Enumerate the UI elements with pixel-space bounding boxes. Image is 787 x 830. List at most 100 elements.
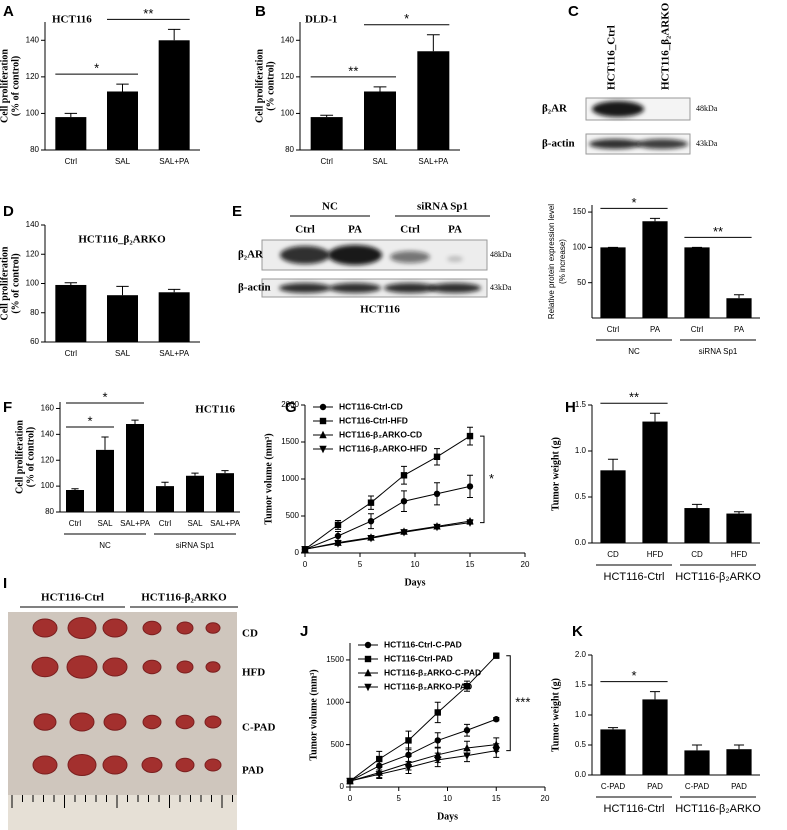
data-point — [404, 764, 413, 772]
y-tick-label: 80 — [30, 145, 39, 154]
error-bar — [64, 112, 78, 118]
data-point — [334, 540, 342, 548]
group-label: HCT116-Ctrl — [41, 592, 104, 604]
x-tick-label: 5 — [397, 794, 402, 803]
y-tick-label: 100 — [573, 242, 587, 251]
bar — [96, 449, 114, 512]
y-tick-label: 1.0 — [575, 446, 587, 455]
tumor — [176, 660, 194, 674]
data-point — [434, 709, 441, 716]
lane-label: Ctrl — [400, 224, 420, 236]
data-point — [433, 490, 441, 497]
y-tick-label: 150 — [573, 207, 587, 216]
blot-band — [589, 139, 641, 149]
blot-band — [447, 256, 463, 262]
data-point — [400, 529, 408, 537]
y-tick-label: 0.0 — [575, 770, 587, 779]
y-tick-label: 140 — [41, 429, 55, 438]
x-tick-label: Ctrl — [691, 325, 704, 334]
error-bar — [64, 282, 78, 285]
lane-label: HCT116_β₂ARKO — [660, 2, 672, 90]
y-tick-label: 1500 — [281, 437, 299, 446]
error-bar — [320, 114, 334, 118]
blot-band — [328, 245, 382, 265]
bar — [684, 508, 710, 543]
tumor — [102, 755, 128, 775]
error-bar — [161, 481, 169, 487]
tumor — [205, 622, 221, 634]
blot-band — [592, 101, 644, 117]
x-tick-label: HFD — [731, 550, 748, 559]
legend-marker — [364, 683, 372, 692]
x-tick-label: 0 — [348, 794, 353, 803]
group-label: HCT116-Ctrl — [604, 571, 665, 583]
blot-band — [280, 246, 330, 264]
y-tick-label: 140 — [281, 35, 295, 44]
y-tick-label: 2.0 — [575, 650, 587, 659]
legend-label: HCT116-β₂ARKO-PAD — [384, 681, 472, 691]
x-tick-label: 5 — [358, 560, 363, 569]
group-label: HCT116-Ctrl — [604, 803, 665, 815]
row-label: β₂AR — [542, 103, 568, 115]
tumor — [176, 621, 194, 635]
y-tick-label: 0.0 — [575, 538, 587, 547]
data-point — [463, 683, 471, 690]
x-axis-label: Days — [404, 577, 425, 588]
tumor — [142, 620, 162, 636]
tumor — [102, 618, 128, 638]
significance-bracket — [480, 435, 485, 524]
y-tick-label: 2000 — [281, 400, 299, 409]
group-label: NC — [322, 201, 338, 213]
series-line — [349, 750, 497, 782]
tumor — [66, 655, 98, 679]
x-axis-label: Days — [437, 811, 458, 822]
tumor — [69, 712, 95, 732]
bar — [600, 247, 626, 318]
lane-label: Ctrl — [295, 224, 315, 236]
series-line — [349, 718, 497, 782]
tumor — [103, 713, 127, 731]
y-tick-label: 100 — [41, 481, 55, 490]
x-tick-label: SAL+PA — [210, 519, 241, 528]
error-bar — [733, 294, 745, 299]
tumor — [142, 714, 162, 730]
y-axis-label: Tumor weight (g) — [550, 437, 561, 511]
error-bar — [607, 458, 619, 471]
series-line — [304, 522, 471, 550]
y-axis-label: Cell proliferation — [254, 49, 265, 123]
tumor — [175, 757, 195, 773]
x-tick-label: Ctrl — [65, 157, 78, 166]
lane-label: PA — [348, 224, 362, 236]
legend-marker — [364, 641, 372, 649]
significance-label: ** — [629, 390, 639, 405]
tumor — [205, 661, 221, 673]
error-bar — [116, 285, 129, 296]
error-bar — [221, 470, 229, 474]
data-point — [492, 747, 500, 755]
y-tick-label: 500 — [331, 740, 345, 749]
x-tick-label: SAL+PA — [120, 519, 151, 528]
lane-label: HCT116_Ctrl — [606, 25, 618, 90]
significance-label: ** — [348, 63, 358, 78]
x-tick-label: SAL — [372, 157, 388, 166]
y-tick-label: 1.0 — [575, 710, 587, 719]
legend-label: HCT116-Ctrl-PAD — [384, 653, 453, 663]
panel-label: J — [300, 623, 308, 640]
data-point — [493, 716, 500, 723]
y-axis-label: (% control) — [265, 61, 276, 111]
blot-caption: HCT116 — [360, 304, 400, 316]
data-point — [466, 483, 474, 490]
x-tick-label: Ctrl — [69, 519, 82, 528]
y-tick-label: 140 — [26, 220, 40, 229]
x-tick-label: Ctrl — [607, 325, 620, 334]
y-axis-label: (% of control) — [10, 253, 21, 313]
data-point — [346, 777, 354, 786]
row-label: CD — [242, 628, 258, 640]
significance-label: *** — [515, 695, 530, 710]
x-tick-label: Ctrl — [65, 349, 78, 358]
bar — [642, 221, 668, 318]
panel-label: C — [568, 3, 579, 20]
group-label: HCT116-β₂ARKO — [141, 592, 227, 604]
series-line — [304, 520, 471, 550]
legend-marker — [319, 430, 327, 439]
